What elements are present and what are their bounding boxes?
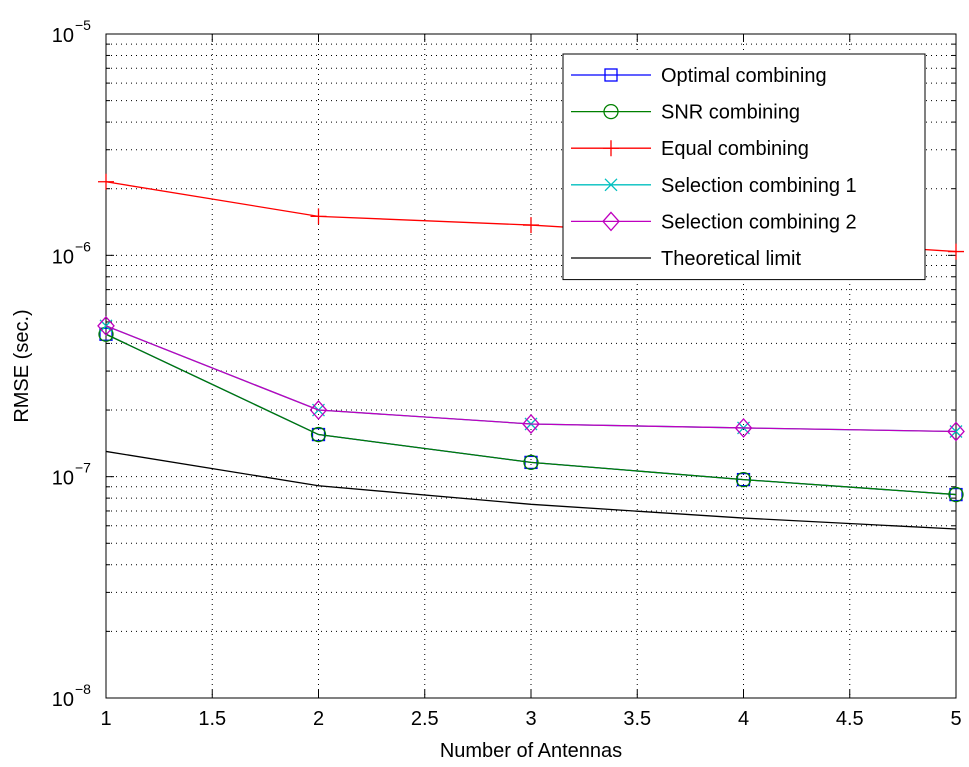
- data-point: [310, 208, 327, 225]
- y-tick-label: 10 −8: [52, 681, 91, 711]
- data-point: [99, 327, 113, 341]
- legend-item: Optimal combining: [571, 65, 827, 87]
- x-tick-label: 2: [313, 708, 324, 730]
- y-tick-labels: 10 −810 −710−610 −5: [52, 17, 91, 711]
- data-point: [98, 173, 114, 190]
- data-point: [97, 315, 115, 336]
- series-theoretical-limit: [105, 450, 957, 530]
- legend-item: Equal combining: [571, 138, 809, 160]
- data-point: [310, 426, 327, 443]
- data-point: [735, 471, 752, 488]
- y-tick-label-base: 10: [52, 25, 74, 47]
- legend-item: Selection combining 1: [571, 175, 857, 197]
- y-tick-label-base: 10: [52, 246, 74, 268]
- legend-label: Selection combining 1: [661, 175, 857, 197]
- data-point: [523, 454, 539, 471]
- data-point: [948, 486, 964, 503]
- legend-box: [562, 53, 926, 281]
- y-tick-label-exponent: −6: [75, 238, 91, 254]
- data-point: [523, 217, 539, 234]
- x-tick-label: 2.5: [411, 708, 439, 730]
- x-tick-label: 3: [525, 708, 536, 730]
- y-tick-label: 10 −7: [52, 460, 91, 490]
- legend-label: Optimal combining: [661, 65, 827, 87]
- legend-item: Theoretical limit: [571, 248, 801, 270]
- x-tick-label: 1: [100, 708, 111, 730]
- data-point: [947, 421, 965, 442]
- x-tick-label: 4: [738, 708, 749, 730]
- y-tick-label-exponent: −5: [75, 17, 91, 33]
- legend-marker: [602, 211, 620, 232]
- x-tick-labels: 1 1.5 2 2.5 3 3.5 4 4.5 5: [100, 708, 961, 730]
- y-axis-label: RMSE (sec.): [11, 309, 33, 422]
- data-point: [98, 326, 114, 342]
- legend-label: SNR combining: [661, 102, 800, 124]
- legend-marker: [603, 140, 619, 157]
- data-point: [948, 243, 964, 260]
- series-snr-combining: [98, 326, 964, 503]
- series-selection-combining-2: [97, 315, 965, 442]
- legend-item: SNR combining: [571, 102, 800, 124]
- legend: Optimal combining SNR combining Equal comb…: [562, 53, 926, 281]
- y-tick-label-base: 10: [52, 468, 74, 490]
- y-tick-label: 10−6: [52, 238, 91, 268]
- x-tick-label: 1.5: [198, 708, 226, 730]
- series-line: [105, 325, 957, 433]
- data-point: [311, 427, 326, 442]
- legend-label: Equal combining: [661, 138, 809, 160]
- y-tick-label-base: 10: [52, 689, 74, 711]
- x-tick-label: 3.5: [623, 708, 651, 730]
- axis-ticks: [105, 34, 957, 699]
- legend-label: Theoretical limit: [661, 248, 801, 270]
- y-tick-label-exponent: −8: [75, 681, 91, 697]
- data-point: [734, 417, 753, 438]
- series-line: [105, 450, 957, 530]
- series-line: [105, 333, 957, 496]
- legend-item: Selection combining 2: [571, 211, 857, 233]
- legend-label: Selection combining 2: [661, 211, 857, 233]
- x-tick-label: 5: [950, 708, 961, 730]
- data-point: [309, 400, 328, 421]
- legend-marker: [604, 178, 618, 192]
- y-tick-label-exponent: −7: [75, 460, 91, 476]
- data-point: [522, 414, 540, 434]
- legend-marker: [603, 103, 619, 120]
- y-tick-label: 10 −5: [52, 17, 91, 47]
- legend-marker: [604, 68, 618, 82]
- x-axis-label: Number of Antennas: [440, 740, 622, 762]
- x-tick-label: 4.5: [836, 708, 864, 730]
